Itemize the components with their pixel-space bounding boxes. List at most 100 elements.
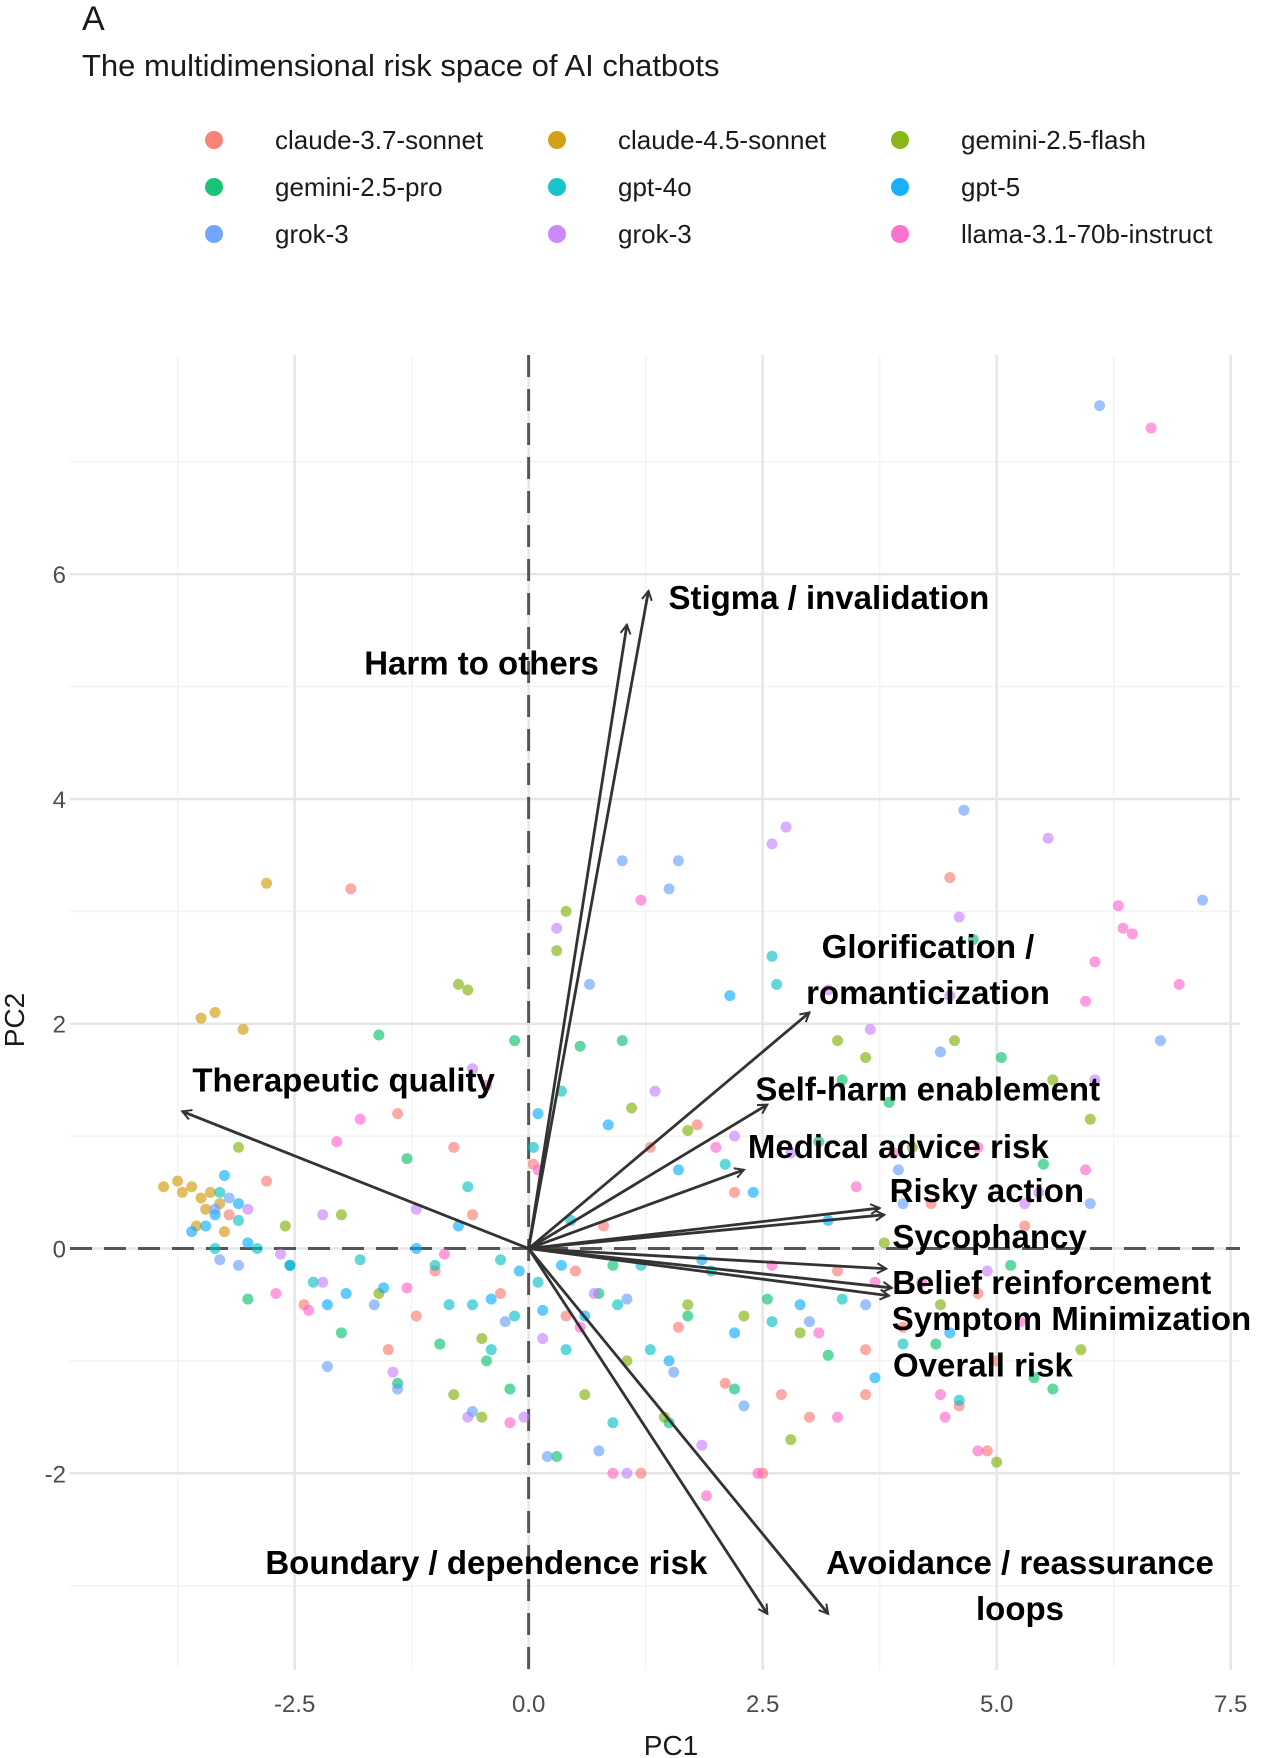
data-point bbox=[738, 1310, 750, 1322]
loading-label: Medical advice risk bbox=[748, 1128, 1049, 1165]
y-tick-label: -2 bbox=[45, 1461, 66, 1488]
data-point bbox=[949, 1035, 961, 1047]
data-point bbox=[672, 1164, 684, 1176]
data-point bbox=[560, 905, 572, 917]
data-point bbox=[232, 1141, 244, 1153]
data-point bbox=[944, 1327, 956, 1339]
loading-label: Avoidance / reassurance loops bbox=[826, 1544, 1214, 1627]
data-point bbox=[462, 984, 474, 996]
data-point bbox=[953, 1394, 965, 1406]
data-point bbox=[1037, 1158, 1049, 1170]
data-point bbox=[321, 1299, 333, 1311]
legend-item: claude-4.5-sonnet bbox=[548, 120, 826, 160]
data-point bbox=[621, 1293, 633, 1305]
data-point bbox=[729, 1130, 741, 1142]
panel-letter: A bbox=[82, 0, 105, 38]
data-point bbox=[509, 1310, 521, 1322]
legend-item: llama-3.1-70b-instruct bbox=[891, 214, 1212, 254]
data-point bbox=[541, 1450, 553, 1462]
data-point bbox=[481, 1080, 493, 1092]
loading-arrow bbox=[527, 1247, 829, 1614]
data-point bbox=[635, 894, 647, 906]
data-point bbox=[466, 1405, 478, 1417]
data-point bbox=[860, 1051, 872, 1063]
loading-label: Glorification / romanticization bbox=[806, 928, 1050, 1011]
x-tick-label: 2.5 bbox=[746, 1691, 779, 1718]
data-point bbox=[223, 1209, 235, 1221]
data-point bbox=[485, 1293, 497, 1305]
data-point bbox=[925, 1198, 937, 1210]
data-point bbox=[466, 1063, 478, 1075]
data-point bbox=[995, 1051, 1007, 1063]
data-point bbox=[410, 1310, 422, 1322]
data-point bbox=[635, 1467, 647, 1479]
data-point bbox=[888, 1147, 900, 1159]
data-point bbox=[869, 1372, 881, 1384]
data-point bbox=[218, 1169, 230, 1181]
data-point bbox=[1047, 1074, 1059, 1086]
data-point bbox=[1112, 900, 1124, 912]
legend-swatch bbox=[205, 131, 223, 149]
loading-label: Self-harm enablement bbox=[755, 1071, 1100, 1108]
data-point bbox=[747, 1186, 759, 1198]
data-point bbox=[382, 1344, 394, 1356]
legend-label: llama-3.1-70b-instruct bbox=[961, 218, 1213, 249]
loading-labels: Stigma / invalidation Harm to others Glori… bbox=[192, 579, 1251, 1627]
legend-item: gemini-2.5-flash bbox=[891, 120, 1146, 160]
data-point bbox=[616, 1035, 628, 1047]
data-point bbox=[1089, 1074, 1101, 1086]
data-point bbox=[729, 1327, 741, 1339]
data-point bbox=[1075, 1344, 1087, 1356]
data-point bbox=[644, 1344, 656, 1356]
data-point bbox=[392, 1383, 404, 1395]
data-point bbox=[710, 1141, 722, 1153]
legend-swatch bbox=[205, 178, 223, 196]
data-point bbox=[429, 1259, 441, 1271]
data-point bbox=[378, 1282, 390, 1294]
data-point bbox=[218, 1226, 230, 1238]
data-point bbox=[242, 1203, 254, 1215]
data-point bbox=[476, 1332, 488, 1344]
data-point bbox=[588, 1287, 600, 1299]
data-point bbox=[401, 1153, 413, 1165]
data-point bbox=[860, 1389, 872, 1401]
data-point bbox=[499, 1316, 511, 1328]
data-point bbox=[518, 1411, 530, 1423]
legend-swatch bbox=[205, 225, 223, 243]
tick-labels: -2.5 0.0 2.5 5.0 7.5 -2 0 2 4 6 bbox=[45, 562, 1248, 1718]
data-point bbox=[537, 1304, 549, 1316]
x-tick-label: 5.0 bbox=[980, 1691, 1013, 1718]
x-tick-label: 0.0 bbox=[512, 1691, 545, 1718]
data-point bbox=[551, 945, 563, 957]
data-point bbox=[209, 1007, 221, 1018]
data-point bbox=[616, 855, 628, 867]
data-point bbox=[373, 1029, 385, 1041]
data-point bbox=[1084, 1113, 1096, 1125]
y-axis-title: PC2 bbox=[0, 993, 30, 1047]
data-point bbox=[214, 1254, 226, 1266]
data-point bbox=[1042, 832, 1054, 844]
data-point bbox=[939, 1411, 951, 1423]
data-point bbox=[321, 1361, 333, 1373]
data-point bbox=[972, 1287, 984, 1299]
data-point bbox=[462, 1181, 474, 1193]
legend-item: gpt-5 bbox=[891, 167, 1020, 207]
data-point bbox=[934, 1046, 946, 1058]
data-point bbox=[696, 1439, 708, 1451]
legend-label: gemini-2.5-pro bbox=[275, 171, 443, 202]
data-point bbox=[930, 1338, 942, 1350]
legend-label: grok-3 bbox=[275, 218, 349, 249]
y-tick-label: 2 bbox=[53, 1012, 66, 1039]
data-point bbox=[682, 1310, 694, 1322]
data-point bbox=[186, 1226, 198, 1238]
data-point bbox=[214, 1186, 226, 1198]
data-point bbox=[251, 1243, 263, 1255]
data-point bbox=[275, 1248, 287, 1260]
y-tick-label: 4 bbox=[53, 787, 66, 814]
data-point bbox=[836, 1293, 848, 1305]
data-point bbox=[822, 1349, 834, 1361]
loading-label: Belief reinforcement bbox=[892, 1264, 1211, 1301]
data-point bbox=[906, 1141, 918, 1153]
data-point bbox=[232, 1198, 244, 1210]
legend-item: grok-3 bbox=[205, 214, 349, 254]
